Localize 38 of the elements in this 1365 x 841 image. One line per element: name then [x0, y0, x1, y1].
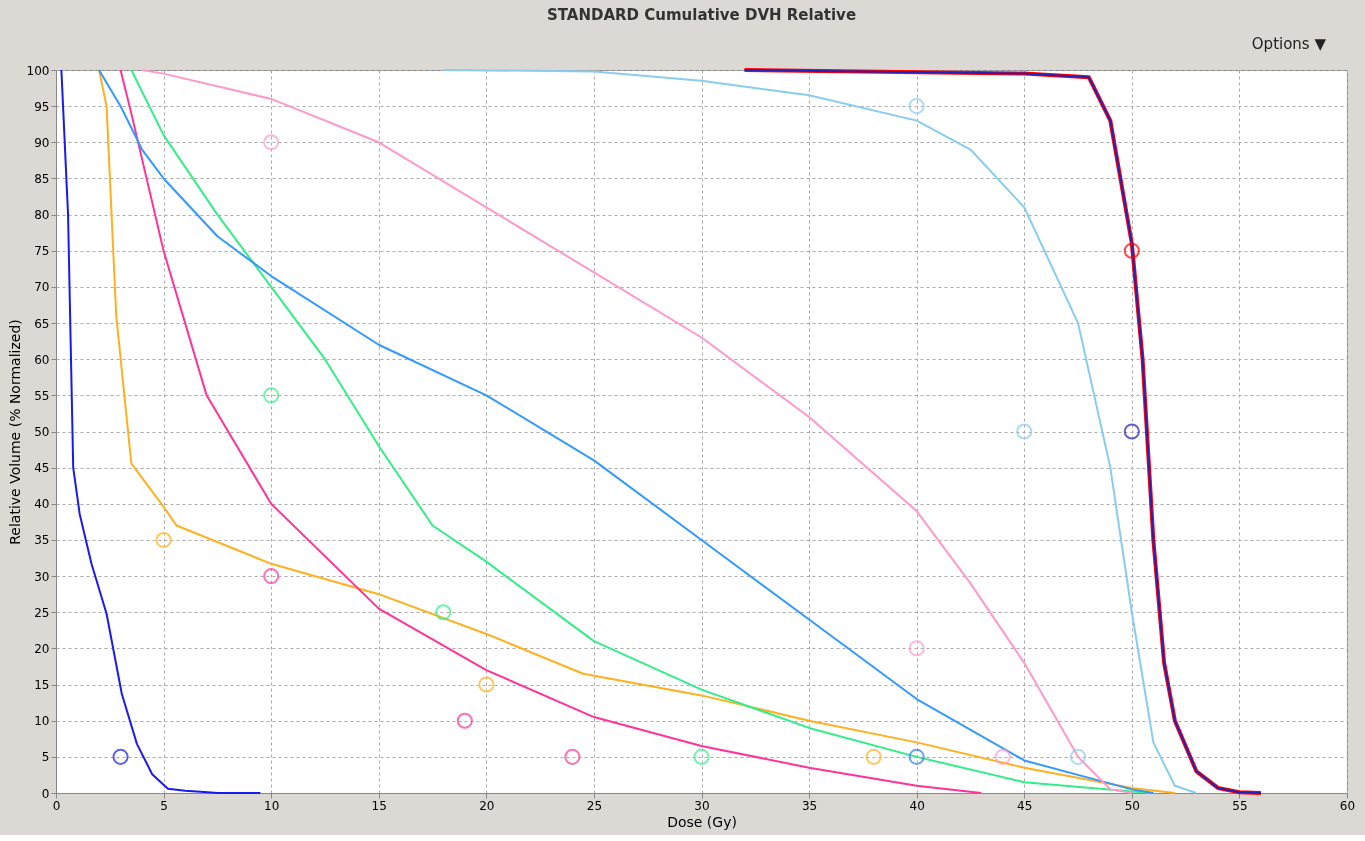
y-tick-label: 65: [34, 316, 50, 331]
y-tick-label: 50: [34, 425, 50, 439]
y-tick-label: 5: [41, 750, 50, 765]
x-tick-label: 10: [264, 798, 280, 813]
text: Options ▼: [1251, 35, 1327, 53]
y-tick-label: 75: [34, 244, 50, 259]
y-tick-label: 15: [34, 678, 50, 693]
x-tick-label: 50: [1124, 798, 1140, 813]
y-tick-label: 90: [34, 135, 50, 150]
y-tick-label: 80: [34, 208, 50, 223]
y-tick-label: 70: [34, 280, 50, 295]
y-tick-label: 20: [34, 641, 50, 656]
x-tick-label: 0: [52, 798, 61, 813]
x-tick-label: 55: [1232, 798, 1248, 813]
y-tick-label: 85: [34, 171, 50, 186]
x-tick-label: 25: [586, 798, 603, 813]
chart-title: STANDARD Cumulative DVH Relative: [546, 6, 857, 24]
y-tick-label: 25: [34, 605, 50, 620]
y-tick-label: 35: [34, 533, 50, 548]
y-tick-label: 40: [34, 497, 50, 512]
x-tick-label: 60: [1339, 798, 1356, 813]
y-tick-label: 55: [34, 388, 50, 403]
x-tick-label: 40: [909, 798, 925, 813]
y-tick-label: 10: [34, 714, 50, 729]
y-axis-title: Relative Volume (% Normalized): [6, 319, 23, 545]
x-axis-title: Dose (Gy): [667, 813, 737, 830]
y-tick-label: 100: [26, 63, 50, 78]
y-tick-label: 45: [34, 461, 50, 476]
x-tick-label: 5: [160, 798, 168, 813]
x-tick-label: 20: [479, 798, 495, 813]
x-tick-label: 45: [1017, 798, 1033, 813]
x-tick-label: 30: [694, 798, 710, 813]
y-tick-label: 30: [34, 569, 50, 584]
x-tick-label: 35: [801, 798, 818, 813]
y-tick-label: 60: [34, 352, 50, 367]
y-tick-label: 0: [41, 786, 50, 801]
x-tick-label: 15: [371, 798, 387, 813]
y-tick-label: 95: [34, 99, 50, 114]
